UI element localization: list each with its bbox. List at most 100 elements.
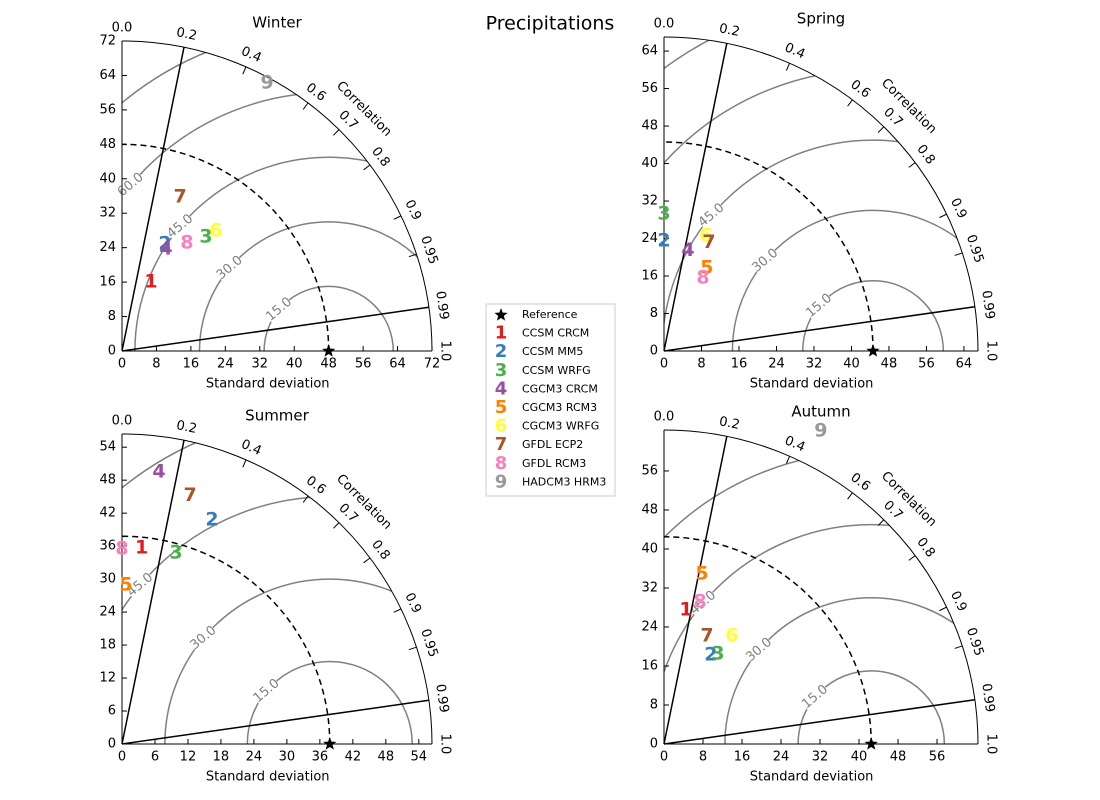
legend-marker: 7 [495, 434, 508, 455]
y-tick-label: 32 [99, 206, 116, 221]
correlation-line [121, 699, 430, 745]
x-tick-label: 24 [217, 357, 234, 372]
y-tick-label: 36 [99, 539, 116, 554]
y-tick-label: 48 [99, 137, 116, 152]
y-tick-label: 48 [99, 473, 116, 488]
corr-tick-label: 1.0 [438, 341, 453, 362]
y-tick-label: 8 [650, 306, 658, 321]
x-tick-label: 0 [118, 750, 126, 765]
corr-tick [939, 213, 947, 219]
corr-tick-label: 0.4 [239, 437, 264, 459]
corr-tick [847, 99, 853, 107]
y-tick-label: 32 [641, 580, 658, 595]
x-tick-label: 42 [345, 750, 362, 765]
rms-label: 30.0 [743, 635, 775, 665]
corr-tick-label: 0.9 [401, 198, 424, 223]
x-tick-label: 12 [180, 750, 197, 765]
model-point: 1 [135, 537, 148, 559]
corr-tick-label: 0.6 [303, 473, 329, 497]
y-tick-label: 48 [641, 119, 658, 134]
legend-label: CGCM3 RCM3 [522, 401, 597, 414]
chart-title: Autumn [791, 403, 850, 421]
legend-marker: 6 [495, 416, 508, 437]
x-tick-label: 0 [118, 357, 126, 372]
legend-label: HADCM3 HRM3 [522, 475, 606, 488]
x-tick-label: 56 [355, 357, 372, 372]
corr-axis-label: Correlation [333, 472, 394, 533]
y-tick-label: 6 [108, 704, 116, 719]
corr-tick-label: 0.95 [417, 234, 440, 266]
rms-contour [664, 139, 978, 351]
corr-tick-label: 0.4 [782, 433, 807, 455]
correlation-line [663, 436, 728, 745]
rms-contour [198, 221, 432, 351]
legend-marker: 3 [495, 360, 508, 381]
corr-tick-label: 0.6 [303, 80, 329, 104]
correlation-line [121, 440, 185, 745]
x-axis-label: Standard deviation [206, 770, 330, 785]
rms-label: 30.0 [188, 623, 220, 653]
model-point: 7 [700, 625, 713, 647]
x-tick-label: 16 [734, 750, 751, 765]
rms-label-bg [188, 623, 219, 653]
correlation-line [121, 306, 430, 352]
legend: Reference 1 CCSM CRCM 2 CCSM MM5 3 CCSM WRFG 4 C… [485, 303, 616, 497]
corr-tick-label: 0.8 [368, 144, 392, 170]
correlation-line [121, 47, 185, 352]
x-tick-label: 16 [183, 357, 200, 372]
rms-label-bg [696, 201, 727, 230]
reference-point [323, 737, 337, 750]
x-tick-label: 8 [697, 357, 705, 372]
corr-axis-label: Correlation [878, 76, 939, 137]
x-tick-label: 48 [378, 750, 395, 765]
corr-tick [242, 66, 247, 75]
x-axis-label: Standard deviation [750, 377, 874, 392]
corr-tick [908, 162, 916, 168]
model-point: 2 [657, 229, 670, 251]
rms-label-bg [125, 570, 156, 600]
corr-tick [724, 43, 728, 52]
model-point: 4 [681, 239, 694, 261]
y-tick-label: 40 [99, 171, 116, 186]
corr-tick [302, 102, 309, 110]
x-tick-label: 8 [152, 357, 160, 372]
rms-label: 60.0 [115, 170, 147, 200]
corr-tick [302, 495, 309, 503]
x-tick-label: 40 [843, 357, 860, 372]
y-tick-label: 18 [99, 638, 116, 653]
corr-tick-label: 0.4 [239, 44, 264, 66]
y-tick-label: 64 [641, 44, 658, 59]
corr-tick [847, 492, 853, 500]
rms-label-bg [750, 246, 781, 275]
corr-tick [877, 519, 885, 526]
corr-tick [393, 608, 402, 613]
y-tick-label: 16 [641, 269, 658, 284]
corr-tick-label: 0.99 [432, 683, 451, 714]
x-tick-label: 24 [246, 750, 263, 765]
legend-frame [485, 303, 616, 497]
reference-point [322, 344, 336, 357]
corr-tick [785, 63, 791, 71]
model-point: 8 [693, 591, 706, 613]
x-tick-label: 56 [929, 750, 946, 765]
reference-arc [121, 535, 331, 745]
legend-marker: 8 [495, 453, 508, 474]
corr-tick-label: 0.0 [112, 414, 133, 429]
rms-contour [246, 660, 413, 744]
y-tick-label: 24 [641, 231, 658, 246]
corr-tick-label: 0.95 [963, 233, 986, 265]
rms-label-bg [115, 170, 146, 200]
corr-tick-label: 1.0 [984, 341, 999, 362]
corr-tick [393, 215, 402, 220]
model-point: 2 [205, 509, 218, 531]
corr-tick [966, 306, 975, 309]
x-tick-label: 54 [411, 750, 428, 765]
corr-tick-label: 0.4 [782, 40, 807, 62]
corr-tick [939, 606, 947, 612]
chart-title: Winter [252, 14, 302, 32]
legend-marker [494, 308, 508, 321]
correlation-line [663, 305, 975, 352]
rms-contour [664, 523, 978, 744]
